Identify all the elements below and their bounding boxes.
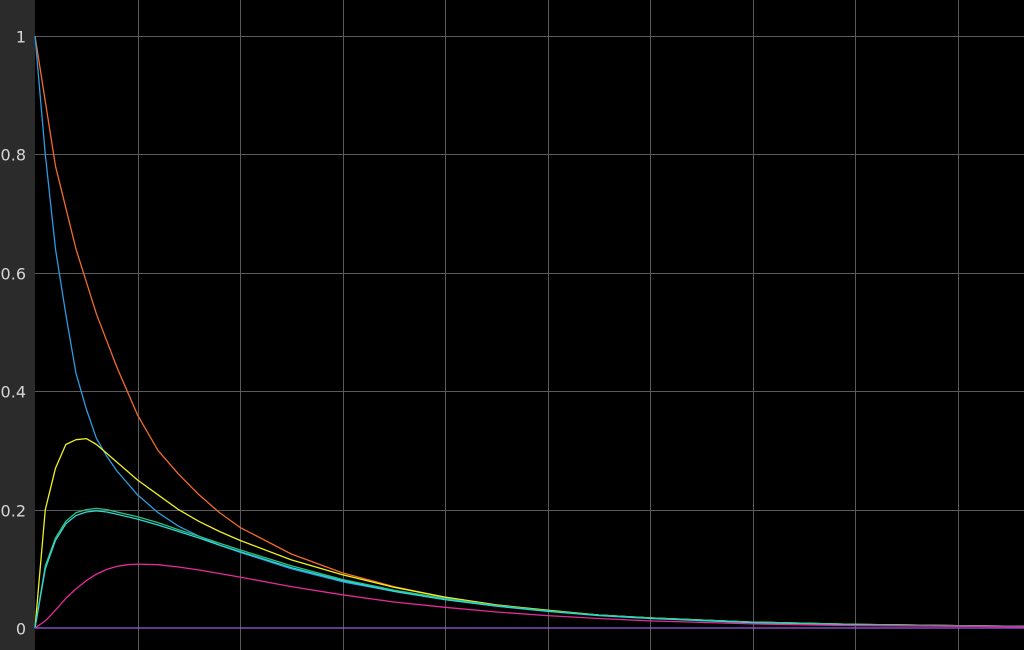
series-line-2 (34, 35, 1024, 628)
y-tick-labels: 0 0.2 0.4 0.6 0.8 1 (1, 28, 26, 639)
series-line-6 (34, 563, 1024, 629)
y-tick-label: 0 (16, 620, 26, 639)
y-axis-panel (0, 0, 35, 650)
series-line-5 (34, 510, 1024, 629)
y-tick-label: 1 (16, 28, 26, 47)
y-tick-label: 0.6 (1, 265, 26, 284)
y-tick-label: 0.4 (1, 383, 26, 402)
series-line-1 (34, 35, 1024, 628)
series-layer (34, 35, 1024, 629)
y-tick-label: 0.8 (1, 146, 26, 165)
y-gridlines (35, 36, 1024, 511)
x-gridlines (138, 0, 959, 650)
y-tick-label: 0.2 (1, 502, 26, 521)
